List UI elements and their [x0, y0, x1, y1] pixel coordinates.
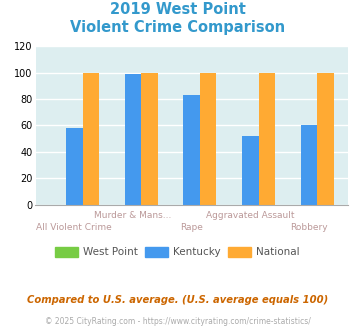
- Text: Rape: Rape: [180, 223, 203, 232]
- Text: 2019 West Point: 2019 West Point: [110, 2, 245, 16]
- Text: Compared to U.S. average. (U.S. average equals 100): Compared to U.S. average. (U.S. average …: [27, 295, 328, 305]
- Text: Aggravated Assault: Aggravated Assault: [206, 211, 295, 220]
- Text: Robbery: Robbery: [290, 223, 328, 232]
- Bar: [258, 73, 275, 205]
- Bar: [141, 73, 158, 205]
- Text: © 2025 CityRating.com - https://www.cityrating.com/crime-statistics/: © 2025 CityRating.com - https://www.city…: [45, 317, 310, 326]
- Bar: [301, 125, 317, 205]
- Text: Murder & Mans...: Murder & Mans...: [94, 211, 172, 220]
- Bar: [66, 128, 83, 205]
- Bar: [242, 136, 258, 205]
- Bar: [184, 95, 200, 205]
- Text: All Violent Crime: All Violent Crime: [37, 223, 112, 232]
- Bar: [83, 73, 99, 205]
- Bar: [200, 73, 216, 205]
- Bar: [317, 73, 334, 205]
- Text: Violent Crime Comparison: Violent Crime Comparison: [70, 20, 285, 35]
- Bar: [125, 74, 141, 205]
- Legend: West Point, Kentucky, National: West Point, Kentucky, National: [52, 244, 303, 260]
